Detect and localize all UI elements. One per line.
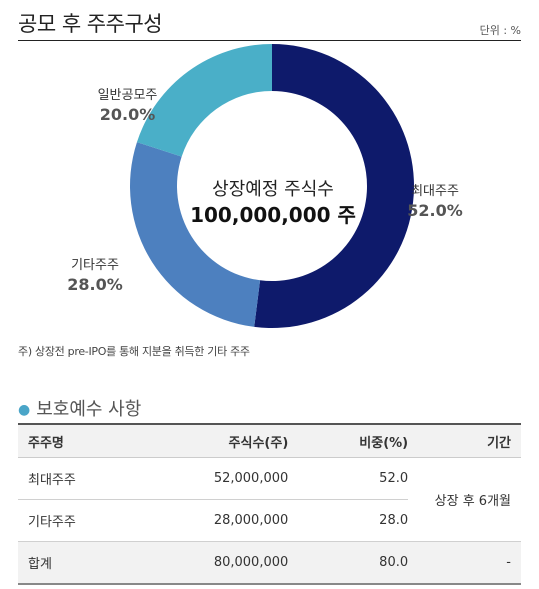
donut-slice-major-shareholder <box>254 44 414 328</box>
slice-name: 기타주주 <box>71 258 119 273</box>
section-title: ● 보호예수 사항 <box>18 395 141 421</box>
cell-name: 최대주주 <box>18 457 143 500</box>
column-header: 비중(%) <box>288 423 409 458</box>
lockup-table: 주주명 주식수(주) 비중(%) 기간 최대주주 52,000,000 52.0… <box>18 423 521 585</box>
slice-label-other-shareholders: 기타주주 28.0% <box>55 254 135 294</box>
slice-value: 28.0% <box>67 275 123 294</box>
slice-label-major-shareholder: 최대주주 52.0% <box>395 180 475 220</box>
donut-chart <box>129 44 414 328</box>
slice-name: 최대주주 <box>411 184 459 199</box>
donut-slice-public-offering <box>136 44 272 157</box>
center-label-line2: 100,000,000 주 <box>190 203 356 227</box>
title-divider <box>18 40 521 41</box>
column-header: 기간 <box>408 423 521 458</box>
cell-name: 기타주주 <box>18 499 143 542</box>
page-title: 공모 후 주주구성 <box>18 12 163 36</box>
cell-ratio: 80.0 <box>288 541 409 585</box>
cell-period: 상장 후 6개월 <box>408 457 521 542</box>
footnote: 주) 상장전 pre-IPO를 통해 지분을 취득한 기타 주주 <box>18 345 250 358</box>
table-row: 기타주주 28,000,000 28.0 <box>18 499 521 542</box>
section-title-text: 보호예수 사항 <box>36 399 142 420</box>
cell-shares: 80,000,000 <box>142 541 289 585</box>
donut-slice-other-shareholders <box>129 142 261 327</box>
slice-value: 52.0% <box>407 201 463 220</box>
table-total-row: 합계 80,000,000 80.0 - <box>18 541 521 585</box>
cell-period: - <box>408 541 521 585</box>
column-header: 주식수(주) <box>142 423 289 458</box>
cell-shares: 52,000,000 <box>142 457 289 500</box>
column-header: 주주명 <box>18 423 143 458</box>
slice-name: 일반공모주 <box>97 88 158 103</box>
cell-name: 합계 <box>18 541 143 585</box>
cell-shares: 28,000,000 <box>142 499 289 542</box>
unit-label: 단위 : % <box>479 24 521 37</box>
slice-value: 20.0% <box>99 105 156 124</box>
center-label-line1: 상장예정 주식수 <box>212 179 334 200</box>
table-header-row: 주주명 주식수(주) 비중(%) 기간 <box>18 423 521 458</box>
cell-ratio: 52.0 <box>288 457 409 500</box>
cell-ratio: 28.0 <box>288 499 409 542</box>
table-row: 최대주주 52,000,000 52.0 상장 후 6개월 <box>18 457 521 542</box>
slice-label-public-offering: 일반공모주 20.0% <box>80 84 175 124</box>
bullet-icon: ● <box>18 402 31 418</box>
